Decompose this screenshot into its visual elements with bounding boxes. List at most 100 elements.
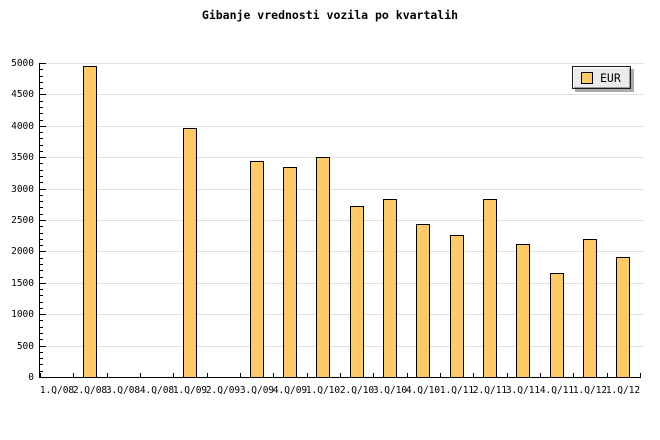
bar: [583, 239, 597, 378]
y-axis-minor-tick: [40, 233, 43, 234]
y-axis-minor-tick: [40, 320, 43, 321]
x-axis-tick: [173, 373, 174, 377]
y-axis-tick-label: 4500: [11, 89, 34, 100]
y-axis-minor-tick: [40, 214, 43, 215]
gridline: [40, 220, 644, 221]
bar: [416, 224, 430, 378]
y-axis-minor-tick: [40, 258, 43, 259]
y-axis-minor-tick: [40, 245, 43, 246]
x-axis-tick: [240, 373, 241, 377]
y-axis-minor-tick: [40, 163, 43, 164]
y-axis-tick-label: 1000: [11, 309, 34, 320]
gridline: [40, 126, 644, 127]
y-axis-minor-tick: [40, 170, 43, 171]
gridline: [40, 251, 644, 252]
y-axis-minor-tick: [40, 151, 43, 152]
y-axis-tick-label: 5000: [11, 58, 34, 69]
gridline: [40, 314, 644, 315]
gridline: [40, 94, 644, 95]
y-axis-major-tick: [40, 314, 46, 315]
y-axis-minor-tick: [40, 239, 43, 240]
x-axis-tick: [440, 373, 441, 377]
y-axis-minor-tick: [40, 302, 43, 303]
y-axis-line: [39, 63, 40, 378]
y-axis-minor-tick: [40, 264, 43, 265]
y-axis-minor-tick: [40, 371, 43, 372]
x-axis-tick: [407, 373, 408, 377]
y-axis-minor-tick: [40, 327, 43, 328]
y-axis-minor-tick: [40, 226, 43, 227]
y-axis-minor-tick: [40, 88, 43, 89]
y-axis-tick-label: 0: [28, 372, 34, 383]
x-axis-tick: [140, 373, 141, 377]
y-axis-minor-tick: [40, 113, 43, 114]
bar: [83, 66, 97, 378]
y-axis-tick-label: 2500: [11, 215, 34, 226]
y-axis-minor-tick: [40, 195, 43, 196]
bar: [283, 167, 297, 378]
y-axis-minor-tick: [40, 69, 43, 70]
x-axis-tick: [107, 373, 108, 377]
x-axis-tick-label: 4.Q/08: [139, 385, 175, 396]
y-axis-minor-tick: [40, 358, 43, 359]
y-axis-major-tick: [40, 220, 46, 221]
y-axis-minor-tick: [40, 277, 43, 278]
x-axis-tick: [40, 373, 41, 377]
bar: [616, 257, 630, 378]
x-axis-tick: [473, 373, 474, 377]
bar: [550, 273, 564, 378]
y-axis-minor-tick: [40, 182, 43, 183]
y-axis-minor-tick: [40, 132, 43, 133]
y-axis-major-tick: [40, 126, 46, 127]
y-axis-major-tick: [40, 63, 46, 64]
y-axis-major-tick: [40, 157, 46, 158]
gridline: [40, 283, 644, 284]
x-axis-tick-label: 1.Q/12: [572, 385, 608, 396]
y-axis-minor-tick: [40, 82, 43, 83]
y-axis-minor-tick: [40, 101, 43, 102]
chart-title: Gibanje vrednosti vozila po kvartalih: [201, 8, 459, 22]
y-axis-major-tick: [40, 94, 46, 95]
gridline: [40, 63, 644, 64]
x-axis-tick: [607, 373, 608, 377]
gridline: [40, 157, 644, 158]
y-axis-minor-tick: [40, 289, 43, 290]
y-axis-tick-label: 2000: [11, 246, 34, 257]
x-axis-tick: [207, 373, 208, 377]
x-axis-tick: [340, 373, 341, 377]
y-axis-minor-tick: [40, 120, 43, 121]
bar: [250, 161, 264, 378]
y-axis-minor-tick: [40, 333, 43, 334]
x-axis-tick: [273, 373, 274, 377]
bar: [483, 199, 497, 378]
x-axis-tick-label: 4.Q/10: [405, 385, 441, 396]
y-axis-tick-label: 1500: [11, 278, 34, 289]
y-axis-tick-label: 3500: [11, 152, 34, 163]
x-axis-tick: [507, 373, 508, 377]
y-axis-major-tick: [40, 251, 46, 252]
x-axis-tick-label: 2.Q/08: [72, 385, 108, 396]
y-axis-minor-tick: [40, 201, 43, 202]
gridline: [40, 189, 644, 190]
x-axis-tick: [307, 373, 308, 377]
x-axis-tick-label: 1.Q/09: [172, 385, 208, 396]
x-axis-tick: [573, 373, 574, 377]
y-axis-minor-tick: [40, 107, 43, 108]
y-axis-tick-label: 4000: [11, 121, 34, 132]
x-axis-tick-label: 2.Q/11: [472, 385, 508, 396]
y-axis-major-tick: [40, 189, 46, 190]
x-axis-tick-label: 1.Q/11: [439, 385, 475, 396]
gridline: [40, 346, 644, 347]
y-axis-minor-tick: [40, 76, 43, 77]
y-axis-minor-tick: [40, 138, 43, 139]
y-axis-minor-tick: [40, 207, 43, 208]
y-axis-minor-tick: [40, 176, 43, 177]
x-axis-tick-label: 3.Q/08: [105, 385, 141, 396]
legend-label: EUR: [600, 70, 621, 85]
y-axis-minor-tick: [40, 270, 43, 271]
x-axis-tick-label: 3.Q/11: [505, 385, 541, 396]
y-axis-minor-tick: [40, 352, 43, 353]
x-axis-tick: [540, 373, 541, 377]
